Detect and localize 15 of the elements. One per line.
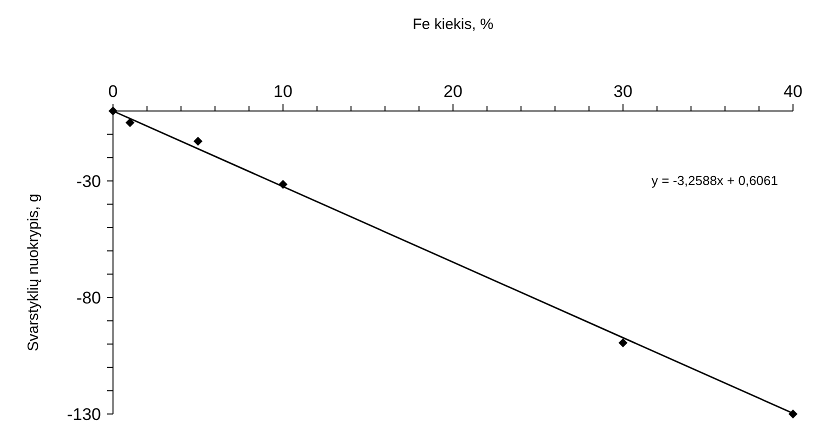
- annotation: y = -3,2588x + 0,6061: [652, 173, 778, 188]
- point: [618, 338, 628, 348]
- point: [126, 118, 134, 128]
- y-tick-label: -80: [76, 288, 101, 308]
- point: [194, 136, 202, 146]
- y-tick-label: -130: [66, 405, 101, 424]
- x-tick-label: 0: [108, 82, 118, 101]
- y-tick-label: -30: [76, 172, 101, 191]
- x-tick-label: 40: [784, 82, 802, 101]
- y-axis-title: Svarstyklių nuokrypis, g: [25, 194, 42, 352]
- x-tick-label: 20: [444, 82, 462, 101]
- x-tick-label: 30: [614, 82, 632, 101]
- point: [788, 410, 798, 418]
- x-tick-label: 10: [274, 82, 292, 101]
- x-axis-title: Fe kiekis, %: [412, 16, 494, 33]
